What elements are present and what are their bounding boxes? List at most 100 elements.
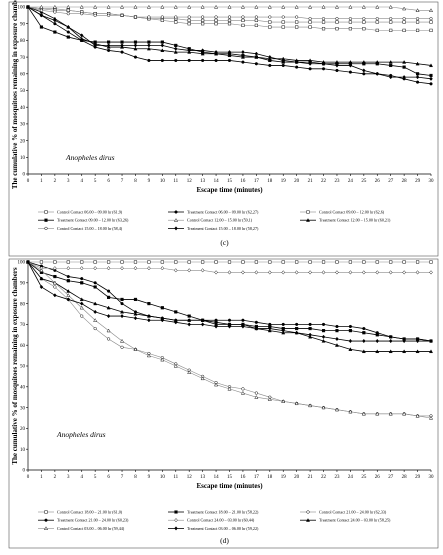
- data-point: [415, 80, 420, 84]
- data-point: [415, 260, 420, 264]
- data-point: [93, 266, 97, 271]
- data-point: [160, 58, 164, 63]
- data-point: [295, 15, 299, 19]
- data-point: [375, 260, 379, 264]
- data-point: [147, 15, 151, 19]
- data-point: [133, 311, 138, 316]
- data-point: [187, 4, 192, 9]
- data-point: [107, 48, 111, 52]
- y-tick-label: 20: [20, 139, 26, 144]
- data-point: [402, 65, 406, 69]
- data-point: [281, 25, 285, 29]
- data-point: [281, 20, 285, 24]
- data-point: [348, 409, 353, 414]
- data-point: [295, 65, 299, 69]
- data-point: [429, 270, 433, 275]
- legend-entry-4: Treatment Contact 09.00 – 12.00 hr (63,2…: [38, 218, 129, 224]
- data-point: [93, 301, 98, 306]
- data-point: [174, 20, 178, 24]
- data-point: [227, 270, 232, 275]
- data-point: [201, 260, 205, 264]
- data-point: [334, 343, 339, 347]
- data-point: [93, 13, 97, 17]
- data-point: [254, 395, 259, 399]
- legend-label: Treatment Contact 18.00 – 21.00 hr (58,2…: [187, 510, 259, 516]
- data-point: [254, 23, 258, 27]
- data-point: [362, 68, 366, 73]
- data-point: [321, 61, 326, 66]
- data-point: [66, 274, 70, 279]
- data-point: [321, 405, 326, 410]
- data-point: [187, 370, 192, 374]
- data-point: [415, 349, 420, 354]
- data-point: [187, 58, 191, 63]
- series-5: [26, 4, 433, 12]
- data-point: [133, 260, 138, 264]
- data-point: [173, 320, 178, 325]
- data-point: [160, 15, 164, 19]
- y-tick-label: 90: [20, 282, 26, 287]
- data-point: [281, 399, 286, 403]
- data-point: [227, 386, 232, 391]
- data-point: [402, 17, 406, 21]
- data-point: [241, 18, 245, 22]
- data-point: [147, 43, 151, 48]
- data-point: [160, 306, 164, 310]
- data-point: [80, 281, 84, 285]
- data-point: [375, 411, 380, 416]
- series-1: [26, 260, 433, 264]
- data-point: [402, 270, 406, 275]
- legend-label: Treatment Contact 06.00 – 09.00 hr (62,2…: [187, 210, 259, 216]
- data-point: [415, 270, 420, 275]
- data-point: [227, 53, 232, 58]
- data-point: [120, 13, 124, 17]
- legend-entry-2: Treatment Contact 18.00 – 21.00 hr (58,2…: [168, 510, 259, 516]
- y-tick-label: 0: [23, 173, 26, 178]
- data-point: [321, 334, 326, 339]
- data-point: [173, 363, 178, 368]
- legend-label: Control Contact 12.00 – 15.00 hr (59,1): [187, 218, 253, 224]
- data-point: [146, 4, 151, 9]
- data-point: [389, 260, 393, 264]
- data-point: [429, 349, 433, 354]
- data-point: [173, 268, 178, 273]
- series-8: [26, 4, 433, 81]
- data-point: [200, 322, 205, 327]
- data-point: [53, 30, 57, 34]
- data-point: [227, 318, 232, 322]
- x-tick-label: 6: [107, 475, 110, 480]
- data-point: [389, 335, 393, 339]
- series-7: [26, 5, 433, 21]
- data-point: [415, 61, 420, 66]
- x-tick-label: 18: [267, 179, 273, 184]
- data-point: [26, 259, 30, 265]
- data-point: [295, 322, 299, 326]
- data-point: [321, 4, 326, 9]
- x-tick-label: 22: [321, 179, 327, 184]
- data-point: [53, 293, 57, 298]
- data-point: [348, 324, 352, 329]
- data-point: [120, 302, 124, 306]
- data-point: [147, 302, 151, 306]
- data-point: [375, 17, 379, 21]
- data-point: [200, 318, 205, 322]
- x-tick-label: 26: [375, 179, 381, 184]
- panel-frame: [8, 1, 439, 257]
- data-point: [295, 260, 299, 264]
- data-point: [66, 12, 70, 16]
- data-point: [388, 411, 393, 416]
- data-point: [147, 260, 151, 264]
- x-tick-label: 25: [361, 475, 367, 480]
- data-point: [133, 297, 138, 302]
- legend-swatch-marker: [306, 210, 310, 214]
- x-tick-label: 23: [334, 179, 340, 184]
- data-point: [227, 49, 232, 55]
- x-axis-title: Escape time (minutes): [196, 482, 263, 490]
- data-point: [53, 274, 57, 279]
- x-tick-label: 28: [402, 475, 408, 480]
- data-point: [254, 15, 258, 19]
- legend-entry-1: Control Contact 18.00 – 21.00 hr (61,0): [38, 510, 123, 516]
- data-point: [66, 289, 71, 293]
- data-point: [294, 60, 299, 65]
- data-point: [120, 4, 125, 9]
